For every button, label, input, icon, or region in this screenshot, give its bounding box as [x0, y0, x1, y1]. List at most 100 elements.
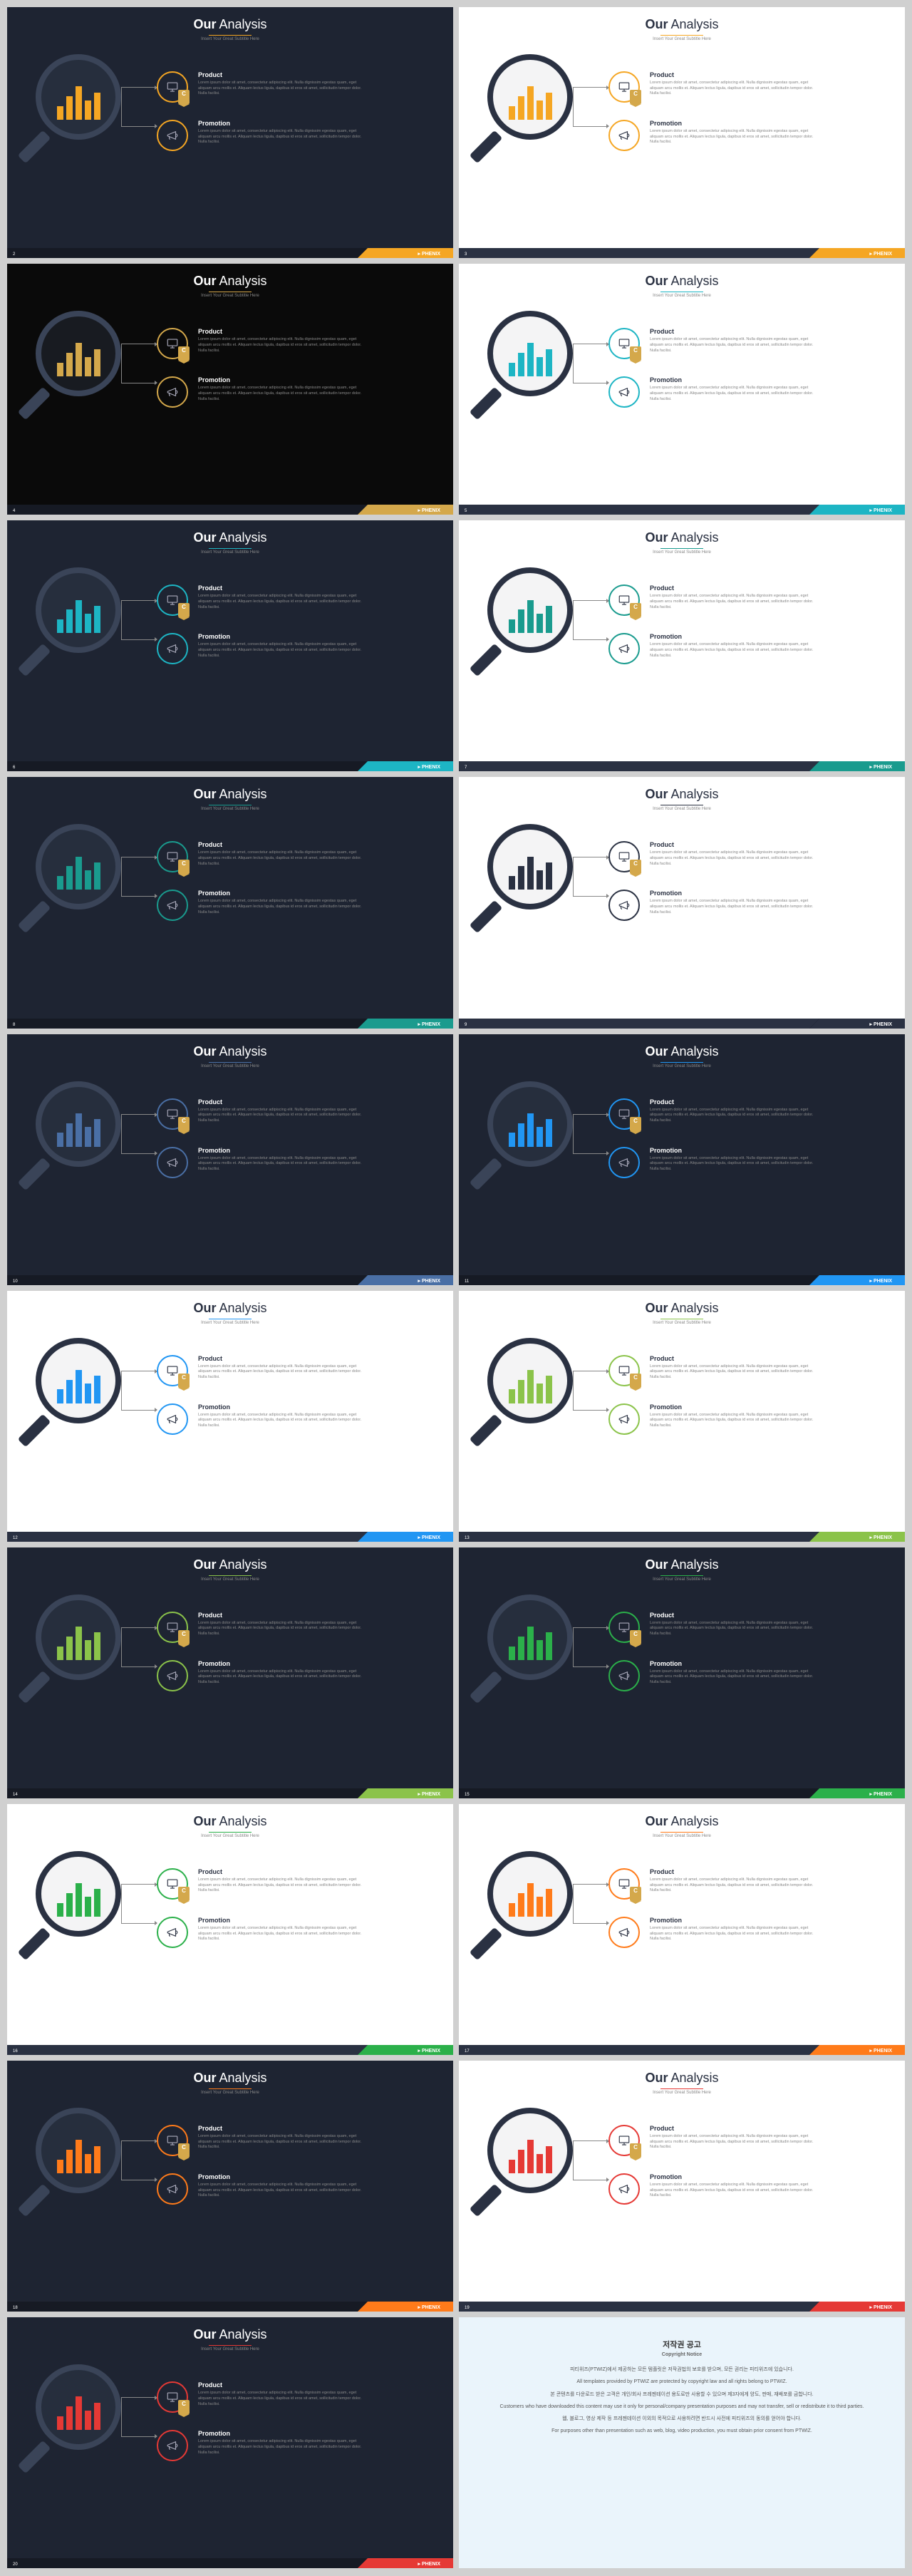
slide-footer: 14 .faccent::before{border-bottom-color:…	[7, 1788, 453, 1798]
items-list: C ProductLorem ipsum dolor sit amet, con…	[157, 328, 432, 408]
product-icon-ring: C	[608, 2125, 640, 2156]
title-underline	[209, 548, 252, 549]
promotion-icon-ring	[157, 120, 188, 151]
brand-label: PHENIX	[869, 1021, 892, 1027]
badge-icon: C	[630, 1887, 641, 1901]
product-icon-ring: C	[157, 2381, 188, 2413]
slide-header: Our Analysis Insert Your Great Subtitle …	[459, 1547, 905, 1582]
slide-header: Our Analysis Insert Your Great Subtitle …	[7, 777, 453, 811]
item-product: C ProductLorem ipsum dolor sit amet, con…	[157, 584, 432, 616]
slide-title: Our Analysis	[459, 2071, 905, 2086]
badge-icon: C	[630, 346, 641, 361]
title-underline	[209, 1832, 252, 1833]
slide-header: Our Analysis Insert Your Great Subtitle …	[459, 264, 905, 298]
title-underline	[209, 1062, 252, 1063]
page-number: 10	[13, 1279, 18, 1284]
product-icon-ring: C	[608, 1612, 640, 1643]
badge-icon: C	[630, 1630, 641, 1644]
promotion-text: Lorem ipsum dolor sit amet, consectetur …	[198, 1156, 369, 1173]
slide: Our Analysis Insert Your Great Subtitle …	[7, 2317, 453, 2568]
promotion-text: Lorem ipsum dolor sit amet, consectetur …	[650, 642, 821, 659]
item-product: C ProductLorem ipsum dolor sit amet, con…	[608, 328, 884, 359]
product-icon-ring: C	[608, 841, 640, 872]
slide: Our Analysis Insert Your Great Subtitle …	[7, 520, 453, 771]
items-list: C ProductLorem ipsum dolor sit amet, con…	[157, 71, 432, 151]
page-number: 17	[465, 2049, 470, 2054]
promotion-text: Lorem ipsum dolor sit amet, consectetur …	[198, 2439, 369, 2456]
slide-title: Our Analysis	[7, 2327, 453, 2342]
slide-title: Our Analysis	[459, 1044, 905, 1059]
product-heading: Product	[198, 71, 369, 78]
product-icon-ring: C	[157, 1868, 188, 1900]
promotion-icon-ring	[157, 1403, 188, 1435]
connector-line	[573, 1371, 608, 1411]
items-list: C ProductLorem ipsum dolor sit amet, con…	[608, 841, 884, 921]
brand-label: PHENIX	[869, 2304, 892, 2310]
product-icon-ring: C	[157, 841, 188, 872]
slide-footer: 16 .faccent::before{border-bottom-color:…	[7, 2045, 453, 2055]
slide-title: Our Analysis	[459, 787, 905, 802]
title-underline	[209, 1575, 252, 1576]
promotion-heading: Promotion	[650, 633, 821, 640]
promotion-heading: Promotion	[198, 120, 369, 127]
slide-footer: 11 .faccent::before{border-bottom-color:…	[459, 1275, 905, 1285]
product-text: Lorem ipsum dolor sit amet, consectetur …	[650, 1877, 821, 1894]
items-list: C ProductLorem ipsum dolor sit amet, con…	[608, 1098, 884, 1178]
slide-header: Our Analysis Insert Your Great Subtitle …	[7, 2317, 453, 2351]
slide-footer: 12 .faccent::before{border-bottom-color:…	[7, 1532, 453, 1542]
promotion-heading: Promotion	[650, 1660, 821, 1667]
slide-footer: 6 .faccent::before{border-bottom-color:i…	[7, 761, 453, 771]
product-heading: Product	[650, 1612, 821, 1619]
slide-title: Our Analysis	[459, 1301, 905, 1316]
product-text: Lorem ipsum dolor sit amet, consectetur …	[198, 850, 369, 867]
product-text: Lorem ipsum dolor sit amet, consectetur …	[650, 337, 821, 354]
slide: Our Analysis Insert Your Great Subtitle …	[7, 7, 453, 258]
slide-title: Our Analysis	[459, 1557, 905, 1572]
slide: Our Analysis Insert Your Great Subtitle …	[459, 1291, 905, 1542]
item-promotion: PromotionLorem ipsum dolor sit amet, con…	[157, 120, 432, 151]
product-icon-ring: C	[157, 1355, 188, 1386]
product-heading: Product	[198, 328, 369, 335]
slide-title: Our Analysis	[459, 1814, 905, 1829]
brand-label: PHENIX	[869, 1791, 892, 1797]
promotion-icon-ring	[608, 1660, 640, 1691]
item-product: C ProductLorem ipsum dolor sit amet, con…	[157, 1098, 432, 1130]
page-number: 8	[13, 1023, 15, 1027]
item-product: C ProductLorem ipsum dolor sit amet, con…	[157, 2125, 432, 2156]
item-promotion: PromotionLorem ipsum dolor sit amet, con…	[608, 120, 884, 151]
item-promotion: PromotionLorem ipsum dolor sit amet, con…	[157, 1917, 432, 1948]
page-number: 15	[465, 1793, 470, 1797]
items-list: C ProductLorem ipsum dolor sit amet, con…	[157, 1612, 432, 1691]
item-promotion: PromotionLorem ipsum dolor sit amet, con…	[157, 1403, 432, 1435]
slide-header: Our Analysis Insert Your Great Subtitle …	[7, 264, 453, 298]
item-promotion: PromotionLorem ipsum dolor sit amet, con…	[157, 1147, 432, 1178]
slide: Our Analysis Insert Your Great Subtitle …	[459, 520, 905, 771]
product-text: Lorem ipsum dolor sit amet, consectetur …	[198, 1364, 369, 1381]
slide: Our Analysis Insert Your Great Subtitle …	[459, 1804, 905, 2055]
slide-title: Our Analysis	[7, 787, 453, 802]
slide: Our Analysis Insert Your Great Subtitle …	[7, 2061, 453, 2312]
item-product: C ProductLorem ipsum dolor sit amet, con…	[157, 1355, 432, 1386]
product-heading: Product	[198, 1612, 369, 1619]
slide: Our Analysis Insert Your Great Subtitle …	[459, 7, 905, 258]
items-list: C ProductLorem ipsum dolor sit amet, con…	[608, 2125, 884, 2205]
promotion-text: Lorem ipsum dolor sit amet, consectetur …	[198, 386, 369, 402]
promotion-icon-ring	[157, 1660, 188, 1691]
promotion-text: Lorem ipsum dolor sit amet, consectetur …	[650, 129, 821, 145]
notice-line: 웹, 블로그, 영상 제작 등 프레젠테이션 이외의 목적으로 사용하려면 반드…	[480, 2415, 884, 2423]
item-product: C ProductLorem ipsum dolor sit amet, con…	[608, 1355, 884, 1386]
slide: Our Analysis Insert Your Great Subtitle …	[7, 1034, 453, 1285]
slide-footer: 3 .faccent::before{border-bottom-color:i…	[459, 248, 905, 258]
product-text: Lorem ipsum dolor sit amet, consectetur …	[650, 2134, 821, 2150]
product-text: Lorem ipsum dolor sit amet, consectetur …	[650, 850, 821, 867]
brand-label: PHENIX	[869, 1535, 892, 1540]
item-promotion: PromotionLorem ipsum dolor sit amet, con…	[608, 890, 884, 921]
notice-line: All templates provided by PTWIZ are prot…	[480, 2378, 884, 2386]
promotion-icon-ring	[157, 1147, 188, 1178]
product-icon-ring: C	[157, 1612, 188, 1643]
item-product: C ProductLorem ipsum dolor sit amet, con…	[157, 328, 432, 359]
item-promotion: PromotionLorem ipsum dolor sit amet, con…	[608, 1147, 884, 1178]
badge-icon: C	[178, 2143, 190, 2158]
items-list: C ProductLorem ipsum dolor sit amet, con…	[608, 584, 884, 664]
title-underline	[209, 2345, 252, 2346]
